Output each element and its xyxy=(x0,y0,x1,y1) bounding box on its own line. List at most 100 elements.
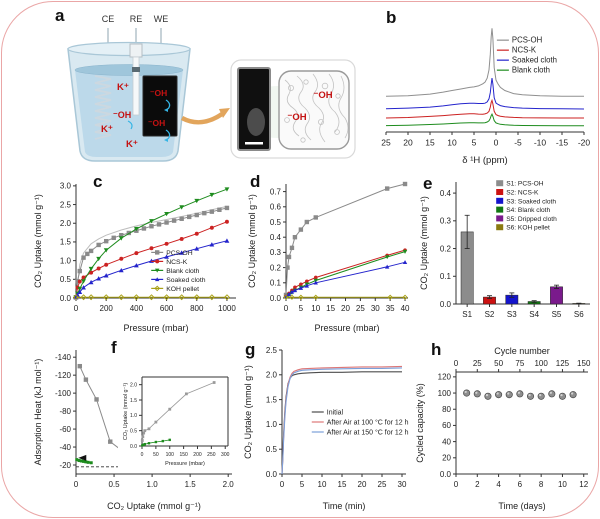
svg-text:20: 20 xyxy=(442,454,451,463)
svg-text:0.2: 0.2 xyxy=(270,263,282,272)
svg-text:Adsorption Heat (kJ mol⁻¹): Adsorption Heat (kJ mol⁻¹) xyxy=(33,359,43,466)
svg-text:Pressure (mbar): Pressure (mbar) xyxy=(123,323,188,333)
svg-text:10: 10 xyxy=(447,138,457,148)
svg-text:2.0: 2.0 xyxy=(60,219,72,228)
svg-text:2.0: 2.0 xyxy=(130,382,137,388)
panel-c-isotherm-chart: 0 200 400 600 800 1000 0.0 0.5 1.0 1.5 2.0 2.5 3.0 Pr… xyxy=(32,176,244,334)
svg-text:2.5: 2.5 xyxy=(60,200,72,209)
panel-f-inset-chart: 0 50 100 150 200 250 300 0.0 0.5 1.0 1.5 2.0 Pressur… xyxy=(118,372,234,468)
svg-text:3.0: 3.0 xyxy=(60,182,72,191)
svg-text:300: 300 xyxy=(221,452,230,458)
svg-text:0.3: 0.3 xyxy=(270,248,282,257)
svg-text:1.0: 1.0 xyxy=(147,480,159,489)
panel-label-d: d xyxy=(250,172,261,191)
svg-text:Time (days): Time (days) xyxy=(498,501,545,511)
re-rod xyxy=(132,56,140,116)
svg-text:1.0: 1.0 xyxy=(266,420,278,429)
svg-text:20: 20 xyxy=(341,304,350,313)
svg-text:40: 40 xyxy=(401,304,410,313)
svg-text:20: 20 xyxy=(358,480,367,489)
svg-text:35: 35 xyxy=(386,304,395,313)
svg-text:15: 15 xyxy=(338,480,347,489)
svg-text:Blank cloth: Blank cloth xyxy=(512,66,550,75)
svg-text:100: 100 xyxy=(534,359,548,368)
svg-text:0: 0 xyxy=(494,138,499,148)
svg-text:120: 120 xyxy=(438,373,452,382)
oh-flow-arrowhead-2 xyxy=(164,138,168,142)
svg-text:Soaked cloth: Soaked cloth xyxy=(166,277,206,284)
oh-flow-arrowhead-1 xyxy=(164,108,168,112)
svg-text:CO₂ Uptake (mmol g⁻¹): CO₂ Uptake (mmol g⁻¹) xyxy=(419,196,429,290)
panel-e-bar-chart: 0.0 0.1 0.2 0.3 0.4 CO₂ Uptake (mmol g⁻¹) S1 S2… xyxy=(418,176,596,334)
svg-text:S1: S1 xyxy=(462,310,472,319)
svg-text:15: 15 xyxy=(326,304,335,313)
svg-text:CO₂ Uptake (mmol g⁻¹): CO₂ Uptake (mmol g⁻¹) xyxy=(107,501,201,511)
panel-d-low-pressure-chart: 0 5 10 15 20 25 30 35 40 0.0 0.1 0.2 0.3 0.4 0.5 0.6 0.7… xyxy=(246,176,416,334)
svg-text:0.2: 0.2 xyxy=(440,244,452,253)
svg-text:5: 5 xyxy=(300,480,305,489)
svg-text:0.0: 0.0 xyxy=(130,444,137,450)
svg-text:0: 0 xyxy=(141,452,144,458)
svg-text:1.5: 1.5 xyxy=(185,480,197,489)
svg-text:4: 4 xyxy=(496,480,501,489)
svg-text:0: 0 xyxy=(74,304,79,313)
svg-text:0.3: 0.3 xyxy=(440,217,452,226)
svg-text:125: 125 xyxy=(556,359,570,368)
svg-text:-100: -100 xyxy=(55,389,72,398)
panel-label-e: e xyxy=(423,174,433,193)
svg-text:Soaked cloth: Soaked cloth xyxy=(512,56,557,65)
svg-text:0.4: 0.4 xyxy=(270,233,282,242)
svg-text:0.0: 0.0 xyxy=(60,294,72,303)
panel-label-g: g xyxy=(245,340,256,359)
svg-text:25: 25 xyxy=(473,359,482,368)
svg-text:NCS-K: NCS-K xyxy=(166,259,188,266)
oh-mesh-label-2: ⁻OH xyxy=(287,112,306,123)
svg-text:10: 10 xyxy=(311,304,320,313)
svg-text:1.0: 1.0 xyxy=(60,256,72,265)
svg-text:20: 20 xyxy=(403,138,413,148)
svg-text:25: 25 xyxy=(381,138,391,148)
panel-label-a: a xyxy=(55,6,65,25)
svg-text:2.5: 2.5 xyxy=(266,346,278,355)
svg-text:6: 6 xyxy=(518,480,523,489)
oh-flow-arrow-2 xyxy=(165,129,171,140)
svg-text:-10: -10 xyxy=(534,138,547,148)
ce-label: CE xyxy=(102,14,115,24)
svg-text:200: 200 xyxy=(100,304,114,313)
svg-text:2.0: 2.0 xyxy=(266,371,278,380)
svg-text:100: 100 xyxy=(438,389,452,398)
svg-text:0.0: 0.0 xyxy=(266,470,278,479)
svg-text:PCS-OH: PCS-OH xyxy=(166,250,193,257)
svg-text:0.1: 0.1 xyxy=(270,279,282,288)
svg-text:0.0: 0.0 xyxy=(270,294,282,303)
beaker-rim xyxy=(67,41,191,57)
svg-text:2.0: 2.0 xyxy=(223,480,235,489)
svg-text:40: 40 xyxy=(442,437,451,446)
svg-text:-60: -60 xyxy=(59,425,71,434)
svg-text:0.5: 0.5 xyxy=(270,218,282,227)
svg-text:0: 0 xyxy=(454,359,459,368)
svg-text:CO₂ Uptake (mmol g⁻¹): CO₂ Uptake (mmol g⁻¹) xyxy=(123,383,129,440)
svg-text:-20: -20 xyxy=(59,461,71,470)
svg-text:1.5: 1.5 xyxy=(266,395,278,404)
svg-text:-20: -20 xyxy=(578,138,591,148)
k-ion-label-3: K⁺ xyxy=(126,139,138,150)
svg-text:Cycled capacity (%): Cycled capacity (%) xyxy=(415,383,425,463)
svg-text:50: 50 xyxy=(494,359,503,368)
svg-text:100: 100 xyxy=(166,452,175,458)
svg-text:CO₂ Uptake (mmol g⁻¹): CO₂ Uptake (mmol g⁻¹) xyxy=(243,365,253,459)
svg-text:0.4: 0.4 xyxy=(440,189,452,198)
svg-text:S3: Soaked cloth: S3: Soaked cloth xyxy=(506,198,556,205)
svg-text:0.5: 0.5 xyxy=(130,428,137,434)
graphene-mesh-tile xyxy=(278,70,350,150)
panel-a-diagram: CE RE WE e⁻ ⁻OH ⁻OH K⁺ ⁻OH K⁺ K⁺ xyxy=(67,14,356,162)
svg-text:12: 12 xyxy=(579,480,588,489)
svg-text:150: 150 xyxy=(179,452,188,458)
panel-label-f: f xyxy=(111,338,117,357)
panel-label-c: c xyxy=(93,172,103,191)
svg-text:600: 600 xyxy=(160,304,174,313)
svg-text:After Air at 150 °C for 12 h: After Air at 150 °C for 12 h xyxy=(327,429,409,437)
svg-text:1.5: 1.5 xyxy=(60,238,72,247)
svg-text:Pressure (mbar): Pressure (mbar) xyxy=(314,323,379,333)
